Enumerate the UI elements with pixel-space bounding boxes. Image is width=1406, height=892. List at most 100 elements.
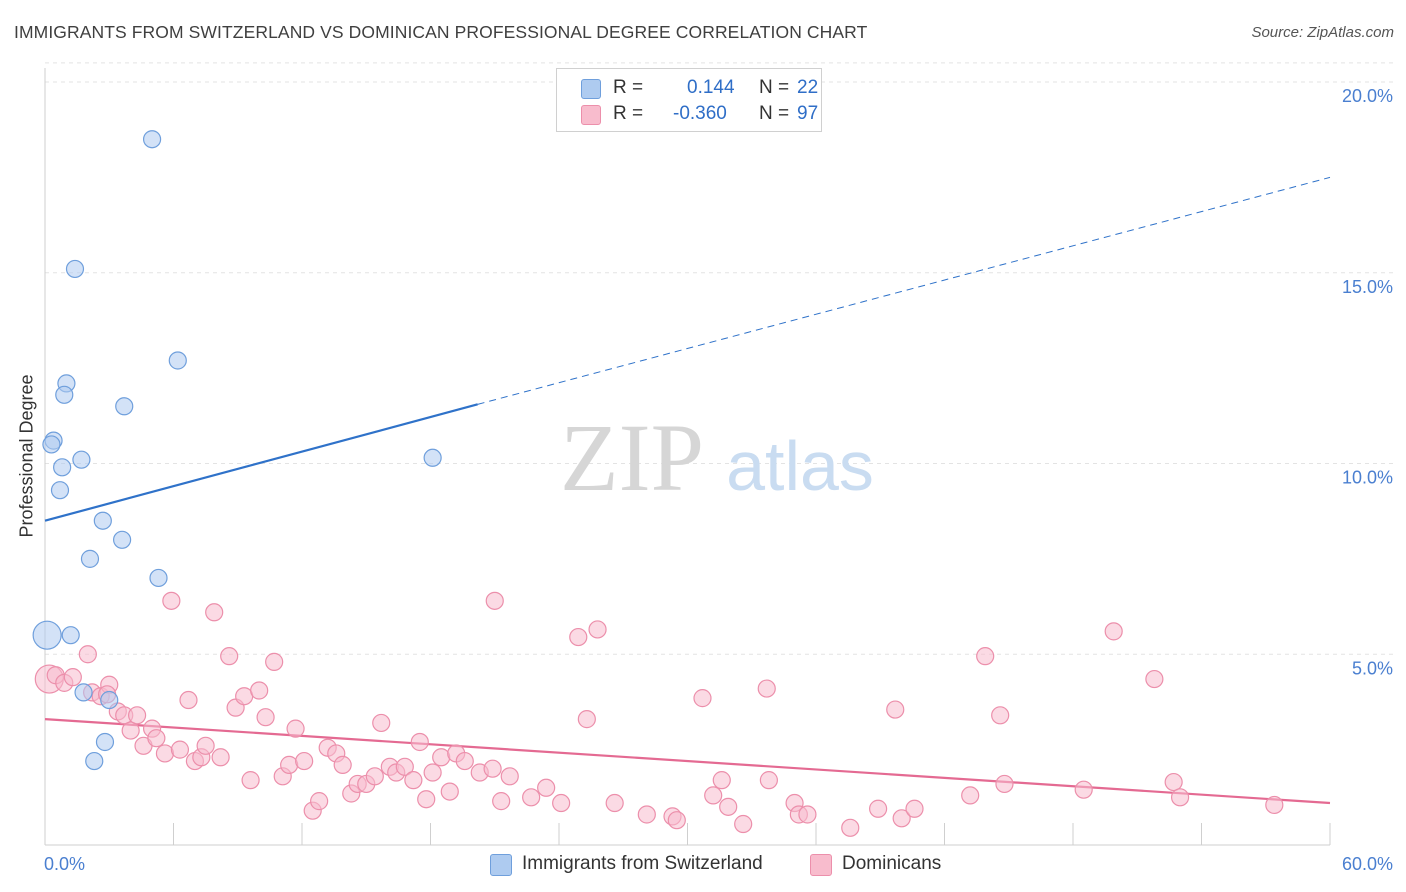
y-axis-label: Professional Degree <box>16 374 37 538</box>
dominicans-point <box>280 755 299 774</box>
dominicans-point <box>440 782 459 801</box>
dominicans-point <box>892 809 911 828</box>
chart-title: IMMIGRANTS FROM SWITZERLAND VS DOMINICAN… <box>14 22 868 42</box>
switzerland-point <box>50 481 70 500</box>
dominicans-point <box>211 748 230 767</box>
legend-n-label: N = <box>759 77 790 98</box>
dominicans-point <box>1170 788 1190 807</box>
trend-lines <box>44 176 1331 805</box>
dominicans-point <box>537 778 556 797</box>
dominicans-point <box>605 793 624 813</box>
legend-label-switzerland: Immigrants from Switzerland <box>522 853 763 874</box>
switzerland-point <box>61 626 80 645</box>
dominicans-point <box>170 740 190 759</box>
dominicans-point <box>372 713 391 733</box>
x-tick-label-min: 0.0% <box>44 854 85 874</box>
dominicans-points <box>34 591 1284 837</box>
legend-swatch-blue <box>490 854 512 876</box>
dominicans-point <box>1265 795 1284 815</box>
dominicans-point <box>492 792 511 811</box>
dominicans-point <box>241 771 260 790</box>
switzerland-point <box>32 620 62 650</box>
dominicans-point <box>577 710 596 729</box>
switzerland-point <box>149 568 168 588</box>
y-tick-label: 10.0% <box>1342 468 1393 488</box>
switzerland-point <box>72 450 91 469</box>
dominicans-point <box>155 744 175 763</box>
dominicans-point <box>759 771 778 790</box>
legend-n-label: N = <box>759 103 790 124</box>
dominicans-point <box>905 799 924 818</box>
dominicans-point <box>1164 772 1183 792</box>
dominicans-point <box>712 771 731 790</box>
dominicans-point <box>483 759 502 778</box>
switzerland-point <box>53 458 72 477</box>
switzerland-point <box>112 530 132 549</box>
legend-swatch-blue <box>581 79 601 99</box>
legend-label-dominicans: Dominicans <box>842 853 942 874</box>
dominicans-point <box>147 729 166 748</box>
dominicans-point <box>432 748 451 767</box>
legend-r-value: -0.360 <box>673 103 727 124</box>
dominicans-point <box>220 647 239 666</box>
dominicans-point <box>588 620 607 639</box>
dominicans-point <box>404 771 423 790</box>
dominicans-point <box>127 706 147 725</box>
dominicans-point <box>704 786 723 805</box>
dominicans-point <box>295 751 314 771</box>
watermark-atlas: atlas <box>726 427 874 505</box>
correlation-legend: R = 0.144 N = 22 R = -0.360 N = 97 <box>556 68 822 132</box>
dominicans-point <box>976 647 995 666</box>
x-tick-label-max: 60.0% <box>1342 854 1393 874</box>
dominicans-point <box>162 591 181 610</box>
dominicans-point <box>1074 780 1093 799</box>
legend-swatch-pink <box>810 854 832 876</box>
dominicans-point <box>841 818 860 837</box>
dominicans-point <box>869 799 888 818</box>
switzerland-point <box>93 511 112 530</box>
axes <box>44 68 1331 846</box>
dominicans-point <box>63 668 82 687</box>
dominicans-point <box>250 681 269 700</box>
dominicans-point <box>256 708 275 727</box>
switzerland-point <box>423 448 442 467</box>
switzerland-point <box>85 751 104 771</box>
legend-r-label: R = <box>613 77 644 98</box>
y-tick-label: 15.0% <box>1342 277 1393 297</box>
y-tick-label: 5.0% <box>1352 658 1393 678</box>
dominicans-point <box>179 690 198 710</box>
dominicans-point <box>310 792 329 811</box>
dominicans-point <box>417 790 436 809</box>
dominicans-point <box>693 689 712 708</box>
source-label: Source: ZipAtlas.com <box>1251 24 1394 41</box>
legend-n-value: 97 <box>797 103 819 124</box>
switzerland-trend-line <box>44 403 478 522</box>
dominicans-point <box>1104 622 1123 641</box>
dominicans-point <box>196 736 215 755</box>
dominicans-point <box>485 591 504 610</box>
dominicans-point <box>995 774 1014 794</box>
dominicans-point <box>410 732 429 752</box>
dominicans-point <box>423 763 442 782</box>
switzerland-point <box>42 435 61 454</box>
gridlines <box>45 62 1395 655</box>
switzerland-trend-extension <box>477 176 1331 405</box>
watermark-zip: ZIP <box>560 404 704 511</box>
dominicans-point <box>286 719 305 738</box>
dominicans-point <box>569 627 588 647</box>
switzerland-point <box>100 690 119 710</box>
dominicans-point <box>365 767 384 786</box>
switzerland-point <box>115 397 134 416</box>
dominicans-point <box>552 793 571 813</box>
dominicans-point <box>395 757 414 776</box>
dominicans-point <box>798 805 817 824</box>
dominicans-point <box>637 805 656 824</box>
dominicans-point <box>265 652 284 671</box>
dominicans-point <box>991 706 1010 725</box>
dominicans-point <box>78 645 97 664</box>
dominicans-point <box>205 603 224 622</box>
dominicans-point <box>500 767 519 786</box>
switzerland-point <box>74 683 93 702</box>
dominicans-point <box>757 679 776 698</box>
